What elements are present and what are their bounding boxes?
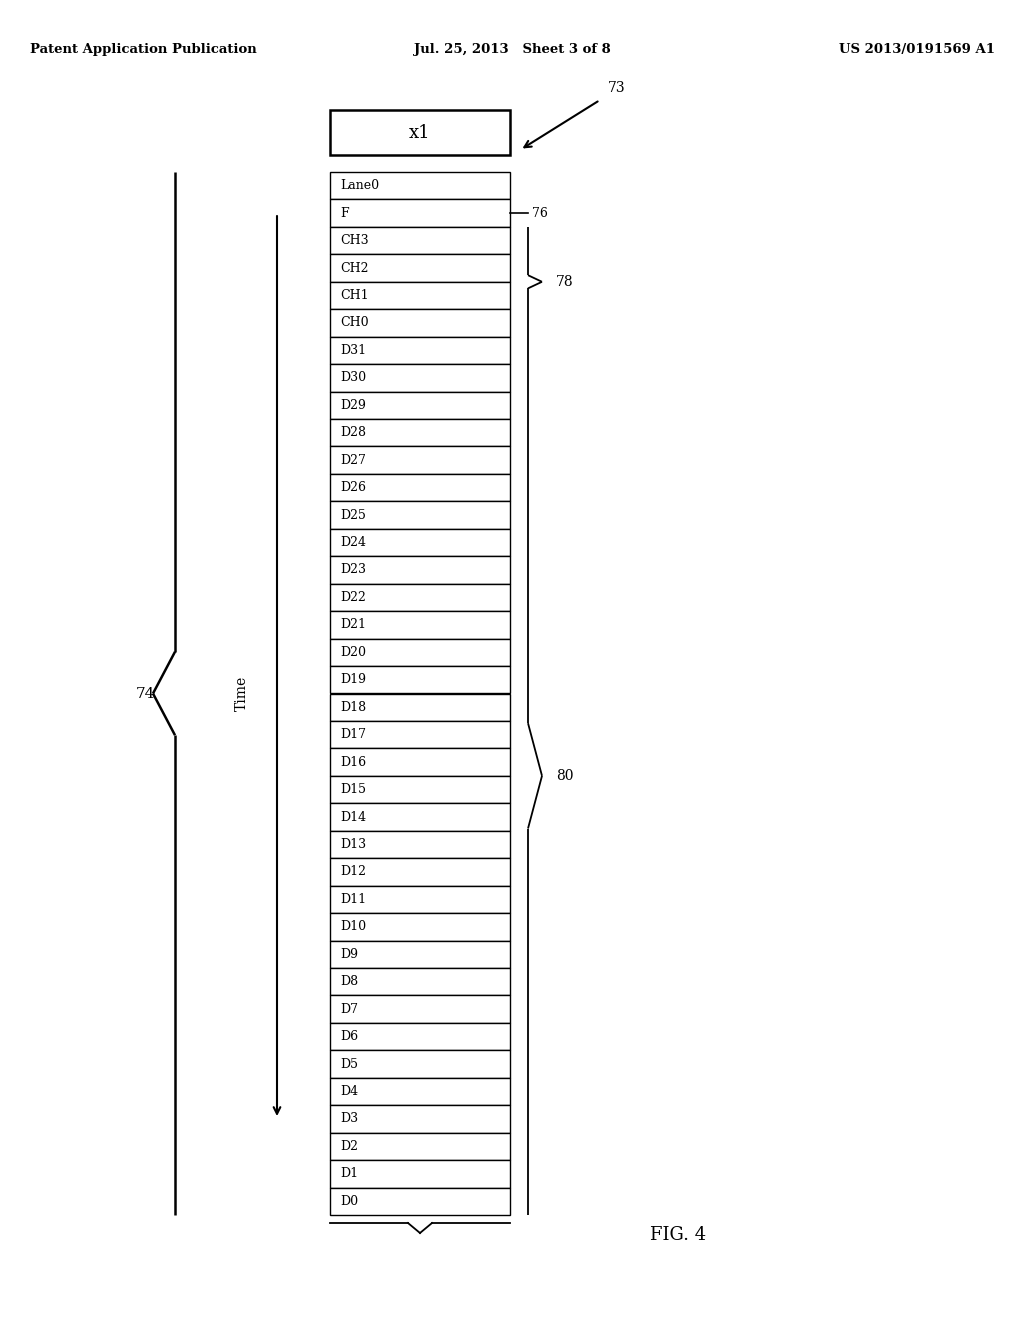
Text: D9: D9 xyxy=(340,948,358,961)
Text: US 2013/0191569 A1: US 2013/0191569 A1 xyxy=(839,44,995,57)
Bar xyxy=(330,776,510,804)
Bar xyxy=(330,199,510,227)
Text: D31: D31 xyxy=(340,345,367,356)
Text: D2: D2 xyxy=(340,1140,358,1152)
Bar xyxy=(330,858,510,886)
Text: D24: D24 xyxy=(340,536,366,549)
Bar xyxy=(330,172,510,199)
Bar xyxy=(330,748,510,776)
Bar xyxy=(330,639,510,667)
Text: D1: D1 xyxy=(340,1167,358,1180)
Text: D10: D10 xyxy=(340,920,367,933)
Bar xyxy=(330,721,510,748)
Bar xyxy=(330,1051,510,1077)
Bar xyxy=(330,1023,510,1051)
Text: D22: D22 xyxy=(340,591,366,605)
Text: 74: 74 xyxy=(135,686,155,701)
Text: D15: D15 xyxy=(340,783,366,796)
Bar xyxy=(330,227,510,255)
Text: FIG. 4: FIG. 4 xyxy=(650,1226,707,1243)
Text: D0: D0 xyxy=(340,1195,358,1208)
Text: D25: D25 xyxy=(340,508,366,521)
Text: D8: D8 xyxy=(340,975,358,989)
Text: D26: D26 xyxy=(340,482,366,494)
Text: D16: D16 xyxy=(340,755,367,768)
Bar xyxy=(330,830,510,858)
Text: CH1: CH1 xyxy=(340,289,369,302)
Text: D28: D28 xyxy=(340,426,366,440)
Bar xyxy=(330,337,510,364)
Bar xyxy=(330,913,510,941)
Bar xyxy=(330,309,510,337)
Bar xyxy=(330,1105,510,1133)
Text: Lane0: Lane0 xyxy=(340,180,379,193)
Bar xyxy=(330,502,510,529)
Bar xyxy=(330,556,510,583)
Text: D13: D13 xyxy=(340,838,367,851)
Bar xyxy=(330,611,510,639)
Bar xyxy=(330,1133,510,1160)
Bar xyxy=(330,804,510,830)
Bar xyxy=(330,446,510,474)
Bar xyxy=(330,1188,510,1214)
Bar xyxy=(330,364,510,392)
Bar xyxy=(330,392,510,418)
Bar xyxy=(330,255,510,281)
Text: CH3: CH3 xyxy=(340,234,369,247)
Bar xyxy=(330,886,510,913)
Text: Jul. 25, 2013   Sheet 3 of 8: Jul. 25, 2013 Sheet 3 of 8 xyxy=(414,44,610,57)
Text: D19: D19 xyxy=(340,673,366,686)
Text: D14: D14 xyxy=(340,810,367,824)
Text: 73: 73 xyxy=(608,81,626,95)
Bar xyxy=(330,583,510,611)
Bar xyxy=(330,474,510,502)
Text: CH2: CH2 xyxy=(340,261,369,275)
Text: D27: D27 xyxy=(340,454,366,467)
Bar xyxy=(330,693,510,721)
Text: D18: D18 xyxy=(340,701,367,714)
Text: F: F xyxy=(340,207,348,219)
Text: D17: D17 xyxy=(340,729,366,741)
Text: D23: D23 xyxy=(340,564,366,577)
Text: D12: D12 xyxy=(340,866,366,878)
Bar xyxy=(330,968,510,995)
Text: D5: D5 xyxy=(340,1057,358,1071)
Text: D4: D4 xyxy=(340,1085,358,1098)
Text: D11: D11 xyxy=(340,892,367,906)
Text: D30: D30 xyxy=(340,371,367,384)
Text: CH0: CH0 xyxy=(340,317,369,330)
Bar xyxy=(330,995,510,1023)
Bar xyxy=(330,281,510,309)
Text: 78: 78 xyxy=(556,275,573,289)
Text: D29: D29 xyxy=(340,399,366,412)
Bar xyxy=(330,667,510,693)
Text: Time: Time xyxy=(234,676,249,711)
Text: D7: D7 xyxy=(340,1003,358,1015)
Text: x1: x1 xyxy=(410,124,431,141)
Text: D6: D6 xyxy=(340,1030,358,1043)
Text: D21: D21 xyxy=(340,618,366,631)
Bar xyxy=(330,110,510,154)
Bar xyxy=(330,529,510,556)
Bar xyxy=(330,1160,510,1188)
Text: D3: D3 xyxy=(340,1113,358,1126)
Text: D20: D20 xyxy=(340,645,366,659)
Text: Patent Application Publication: Patent Application Publication xyxy=(30,44,257,57)
Bar xyxy=(330,941,510,968)
Text: 80: 80 xyxy=(556,768,573,783)
Bar xyxy=(330,418,510,446)
Bar xyxy=(330,1077,510,1105)
Text: 76: 76 xyxy=(532,207,548,219)
